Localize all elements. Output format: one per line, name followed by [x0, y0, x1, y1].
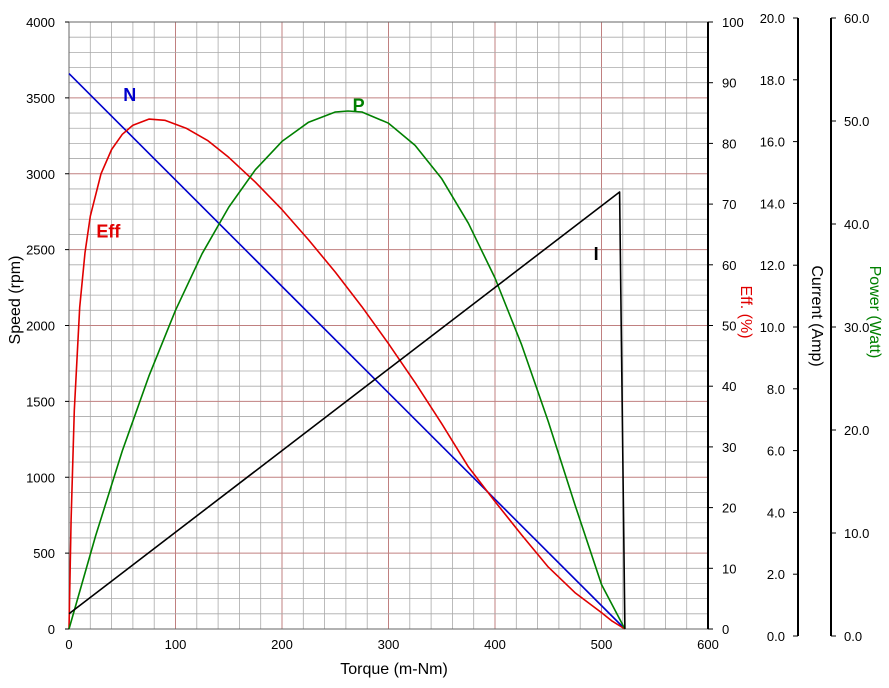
- current-axis-label: Current (Amp): [808, 265, 825, 366]
- power-tick-label: 10.0: [844, 526, 869, 541]
- speed-tick-label: 3500: [26, 91, 55, 106]
- series-layer: [68, 73, 626, 630]
- speed-axis-label: Speed (rpm): [7, 256, 24, 345]
- x-tick-label: 200: [271, 637, 293, 652]
- speed-tick-label: 1500: [26, 394, 55, 409]
- current-tick-label: 18.0: [760, 73, 785, 88]
- efficiency-tick-label: 50: [722, 319, 736, 334]
- current-tick-label: 10.0: [760, 320, 785, 335]
- speed-tick-label: 4000: [26, 15, 55, 30]
- power-tick-label: 20.0: [844, 423, 869, 438]
- current-tick-label: 0.0: [767, 629, 785, 644]
- axes-layer: Torque (m-Nm) Speed (rpm) Eff. (%) Curre…: [7, 256, 883, 678]
- series-label-p: P: [353, 96, 365, 116]
- speed-tick-label: 500: [33, 546, 55, 561]
- x-tick-label: 400: [484, 637, 506, 652]
- efficiency-tick-label: 0: [722, 622, 729, 637]
- efficiency-tick-label: 70: [722, 197, 736, 212]
- power-tick-label: 0.0: [844, 629, 862, 644]
- x-tick-label: 500: [591, 637, 613, 652]
- series-label-i: I: [594, 244, 599, 264]
- efficiency-axis-label: Eff. (%): [737, 285, 754, 338]
- efficiency-tick-label: 90: [722, 76, 736, 91]
- x-tick-label: 600: [697, 637, 719, 652]
- power-tick-label: 30.0: [844, 320, 869, 335]
- current-tick-label: 2.0: [767, 567, 785, 582]
- x-axis-label: Torque (m-Nm): [340, 661, 448, 678]
- series-line-n: [68, 73, 626, 630]
- efficiency-tick-label: 10: [722, 561, 736, 576]
- current-tick-label: 14.0: [760, 196, 785, 211]
- series-line-eff: [68, 118, 626, 630]
- series-label-n: N: [123, 85, 136, 105]
- current-tick-label: 8.0: [767, 382, 785, 397]
- series-line-p: [68, 110, 626, 630]
- x-tick-label: 100: [165, 637, 187, 652]
- speed-tick-label: 3000: [26, 167, 55, 182]
- series-line-i: [68, 191, 626, 630]
- x-tick-label: 0: [65, 637, 72, 652]
- power-tick-label: 60.0: [844, 11, 869, 26]
- ticks-layer: 0 100 200 300 400 500 600050010001500200025003…: [26, 11, 869, 652]
- current-tick-label: 4.0: [767, 505, 785, 520]
- x-tick-label: 300: [378, 637, 400, 652]
- power-axis-label: Power (Watt): [866, 266, 883, 359]
- speed-tick-label: 0: [48, 622, 55, 637]
- efficiency-tick-label: 40: [722, 379, 736, 394]
- power-tick-label: 40.0: [844, 217, 869, 232]
- current-tick-label: 12.0: [760, 258, 785, 273]
- current-tick-label: 16.0: [760, 135, 785, 150]
- speed-tick-label: 2000: [26, 319, 55, 334]
- current-tick-label: 20.0: [760, 11, 785, 26]
- speed-tick-label: 1000: [26, 470, 55, 485]
- efficiency-tick-label: 30: [722, 440, 736, 455]
- speed-tick-label: 2500: [26, 243, 55, 258]
- efficiency-tick-label: 20: [722, 501, 736, 516]
- grid-layer: [68, 21, 709, 630]
- annotation-layer: N P Eff I: [96, 85, 598, 264]
- power-tick-label: 50.0: [844, 114, 869, 129]
- efficiency-tick-label: 80: [722, 136, 736, 151]
- current-tick-label: 6.0: [767, 444, 785, 459]
- efficiency-tick-label: 60: [722, 258, 736, 273]
- series-label-eff: Eff: [96, 221, 121, 241]
- efficiency-tick-label: 100: [722, 15, 744, 30]
